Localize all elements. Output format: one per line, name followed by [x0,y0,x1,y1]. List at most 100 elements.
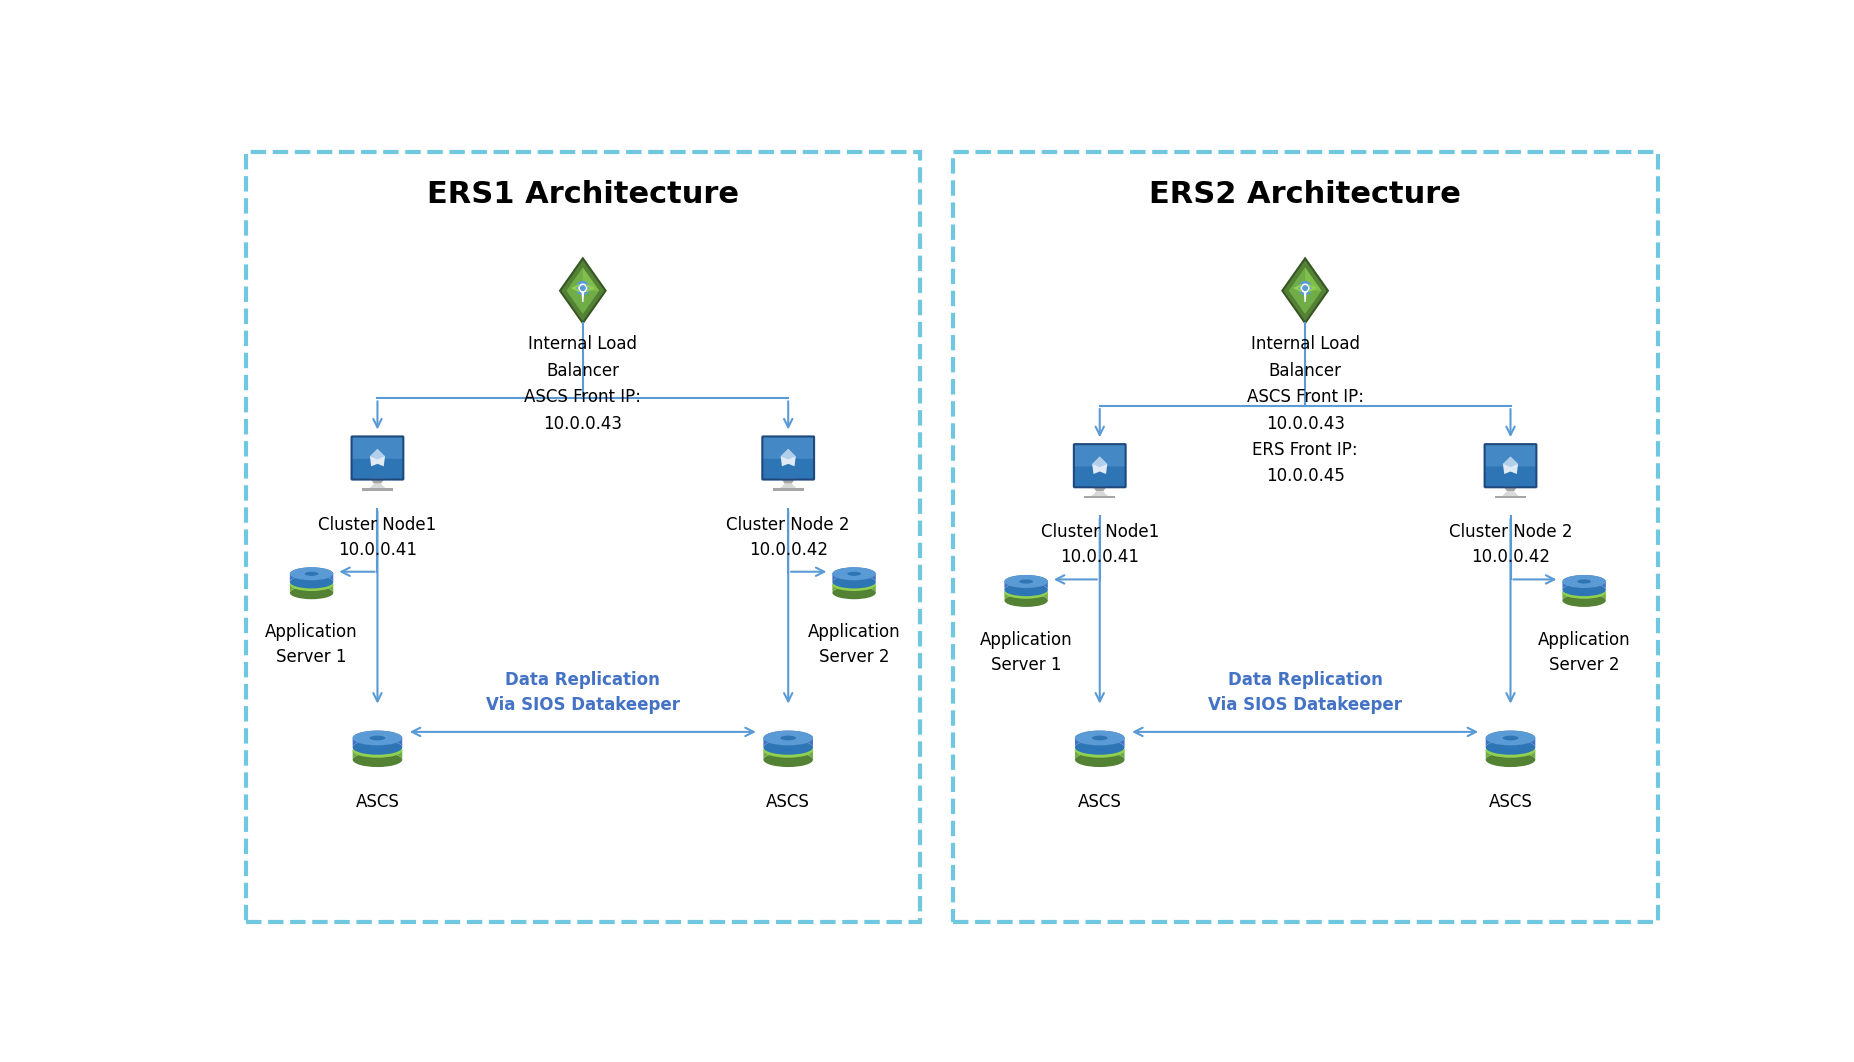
Ellipse shape [289,576,334,588]
Ellipse shape [289,578,334,592]
Circle shape [1303,286,1307,290]
FancyBboxPatch shape [352,436,404,459]
Polygon shape [832,567,875,582]
Ellipse shape [1563,586,1606,599]
Ellipse shape [781,748,795,753]
Polygon shape [582,268,599,291]
Circle shape [577,281,590,294]
Ellipse shape [1563,594,1606,607]
Text: Application
Server 1: Application Server 1 [265,623,358,666]
Ellipse shape [1075,731,1125,746]
FancyBboxPatch shape [762,436,814,459]
Polygon shape [1289,268,1322,314]
Text: Cluster Node 2
10.0.0.42: Cluster Node 2 10.0.0.42 [1448,524,1572,566]
Ellipse shape [289,567,334,580]
Ellipse shape [1075,743,1125,757]
Polygon shape [352,743,402,759]
Polygon shape [1092,486,1107,492]
Polygon shape [1485,731,1535,748]
Ellipse shape [832,586,875,599]
FancyBboxPatch shape [1073,444,1125,466]
Ellipse shape [1075,740,1125,755]
FancyBboxPatch shape [762,436,814,480]
Polygon shape [567,268,599,314]
Circle shape [578,285,586,292]
Polygon shape [781,449,795,466]
Text: Data Replication
Via SIOS Datakeeper: Data Replication Via SIOS Datakeeper [486,671,680,714]
FancyBboxPatch shape [352,436,404,480]
Ellipse shape [304,582,319,586]
Ellipse shape [1485,731,1535,746]
Ellipse shape [1578,590,1591,595]
Ellipse shape [847,571,860,576]
Polygon shape [1563,575,1606,589]
Text: ERS2 Architecture: ERS2 Architecture [1149,179,1461,209]
Ellipse shape [781,736,795,740]
Ellipse shape [764,740,814,755]
Ellipse shape [1578,580,1591,583]
Polygon shape [371,479,384,483]
Polygon shape [1005,575,1048,589]
Polygon shape [371,449,386,466]
FancyBboxPatch shape [1485,444,1537,487]
Circle shape [580,286,586,290]
Ellipse shape [1005,583,1048,596]
Text: Application
Server 2: Application Server 2 [1537,631,1630,674]
Text: Cluster Node1
10.0.0.41: Cluster Node1 10.0.0.41 [319,515,436,559]
Text: ASCS: ASCS [1489,793,1533,811]
Bar [953,152,1657,922]
Ellipse shape [847,582,860,586]
Ellipse shape [1020,590,1033,595]
Polygon shape [764,731,814,748]
Ellipse shape [1485,740,1535,755]
Ellipse shape [1485,743,1535,757]
Text: Application
Server 1: Application Server 1 [979,631,1072,674]
Polygon shape [1563,586,1606,600]
Polygon shape [1092,457,1107,467]
Ellipse shape [832,576,875,588]
Polygon shape [1005,586,1048,600]
Ellipse shape [1092,736,1107,740]
Polygon shape [1305,268,1322,291]
Polygon shape [1092,492,1109,496]
Circle shape [1302,285,1309,292]
Text: ASCS: ASCS [766,793,810,811]
Ellipse shape [832,578,875,592]
Ellipse shape [1005,594,1048,607]
Polygon shape [1502,492,1518,496]
Polygon shape [832,578,875,593]
Ellipse shape [352,740,402,755]
Text: Cluster Node 2
10.0.0.42: Cluster Node 2 10.0.0.42 [727,515,849,559]
Text: Application
Server 2: Application Server 2 [808,623,901,666]
Polygon shape [582,292,584,302]
Ellipse shape [1502,748,1518,753]
Ellipse shape [369,736,386,740]
Polygon shape [1075,731,1125,748]
Polygon shape [371,449,386,460]
Ellipse shape [1563,575,1606,588]
Bar [1085,496,1114,498]
Ellipse shape [764,743,814,757]
Polygon shape [352,731,402,748]
FancyBboxPatch shape [1485,444,1537,466]
Bar [1494,496,1526,498]
Ellipse shape [1020,580,1033,583]
FancyBboxPatch shape [1073,444,1125,487]
Ellipse shape [1092,748,1107,753]
Ellipse shape [304,571,319,576]
Ellipse shape [764,752,814,767]
Ellipse shape [289,586,334,599]
Ellipse shape [1005,586,1048,599]
Ellipse shape [1075,752,1125,767]
Polygon shape [1092,457,1107,474]
Ellipse shape [832,567,875,580]
Ellipse shape [1563,583,1606,596]
Polygon shape [369,483,386,489]
Ellipse shape [352,752,402,767]
Ellipse shape [369,748,386,753]
Polygon shape [781,479,795,483]
Bar [362,489,393,491]
Text: ERS1 Architecture: ERS1 Architecture [426,179,740,209]
Text: ASCS: ASCS [1077,793,1122,811]
Ellipse shape [1005,575,1048,588]
